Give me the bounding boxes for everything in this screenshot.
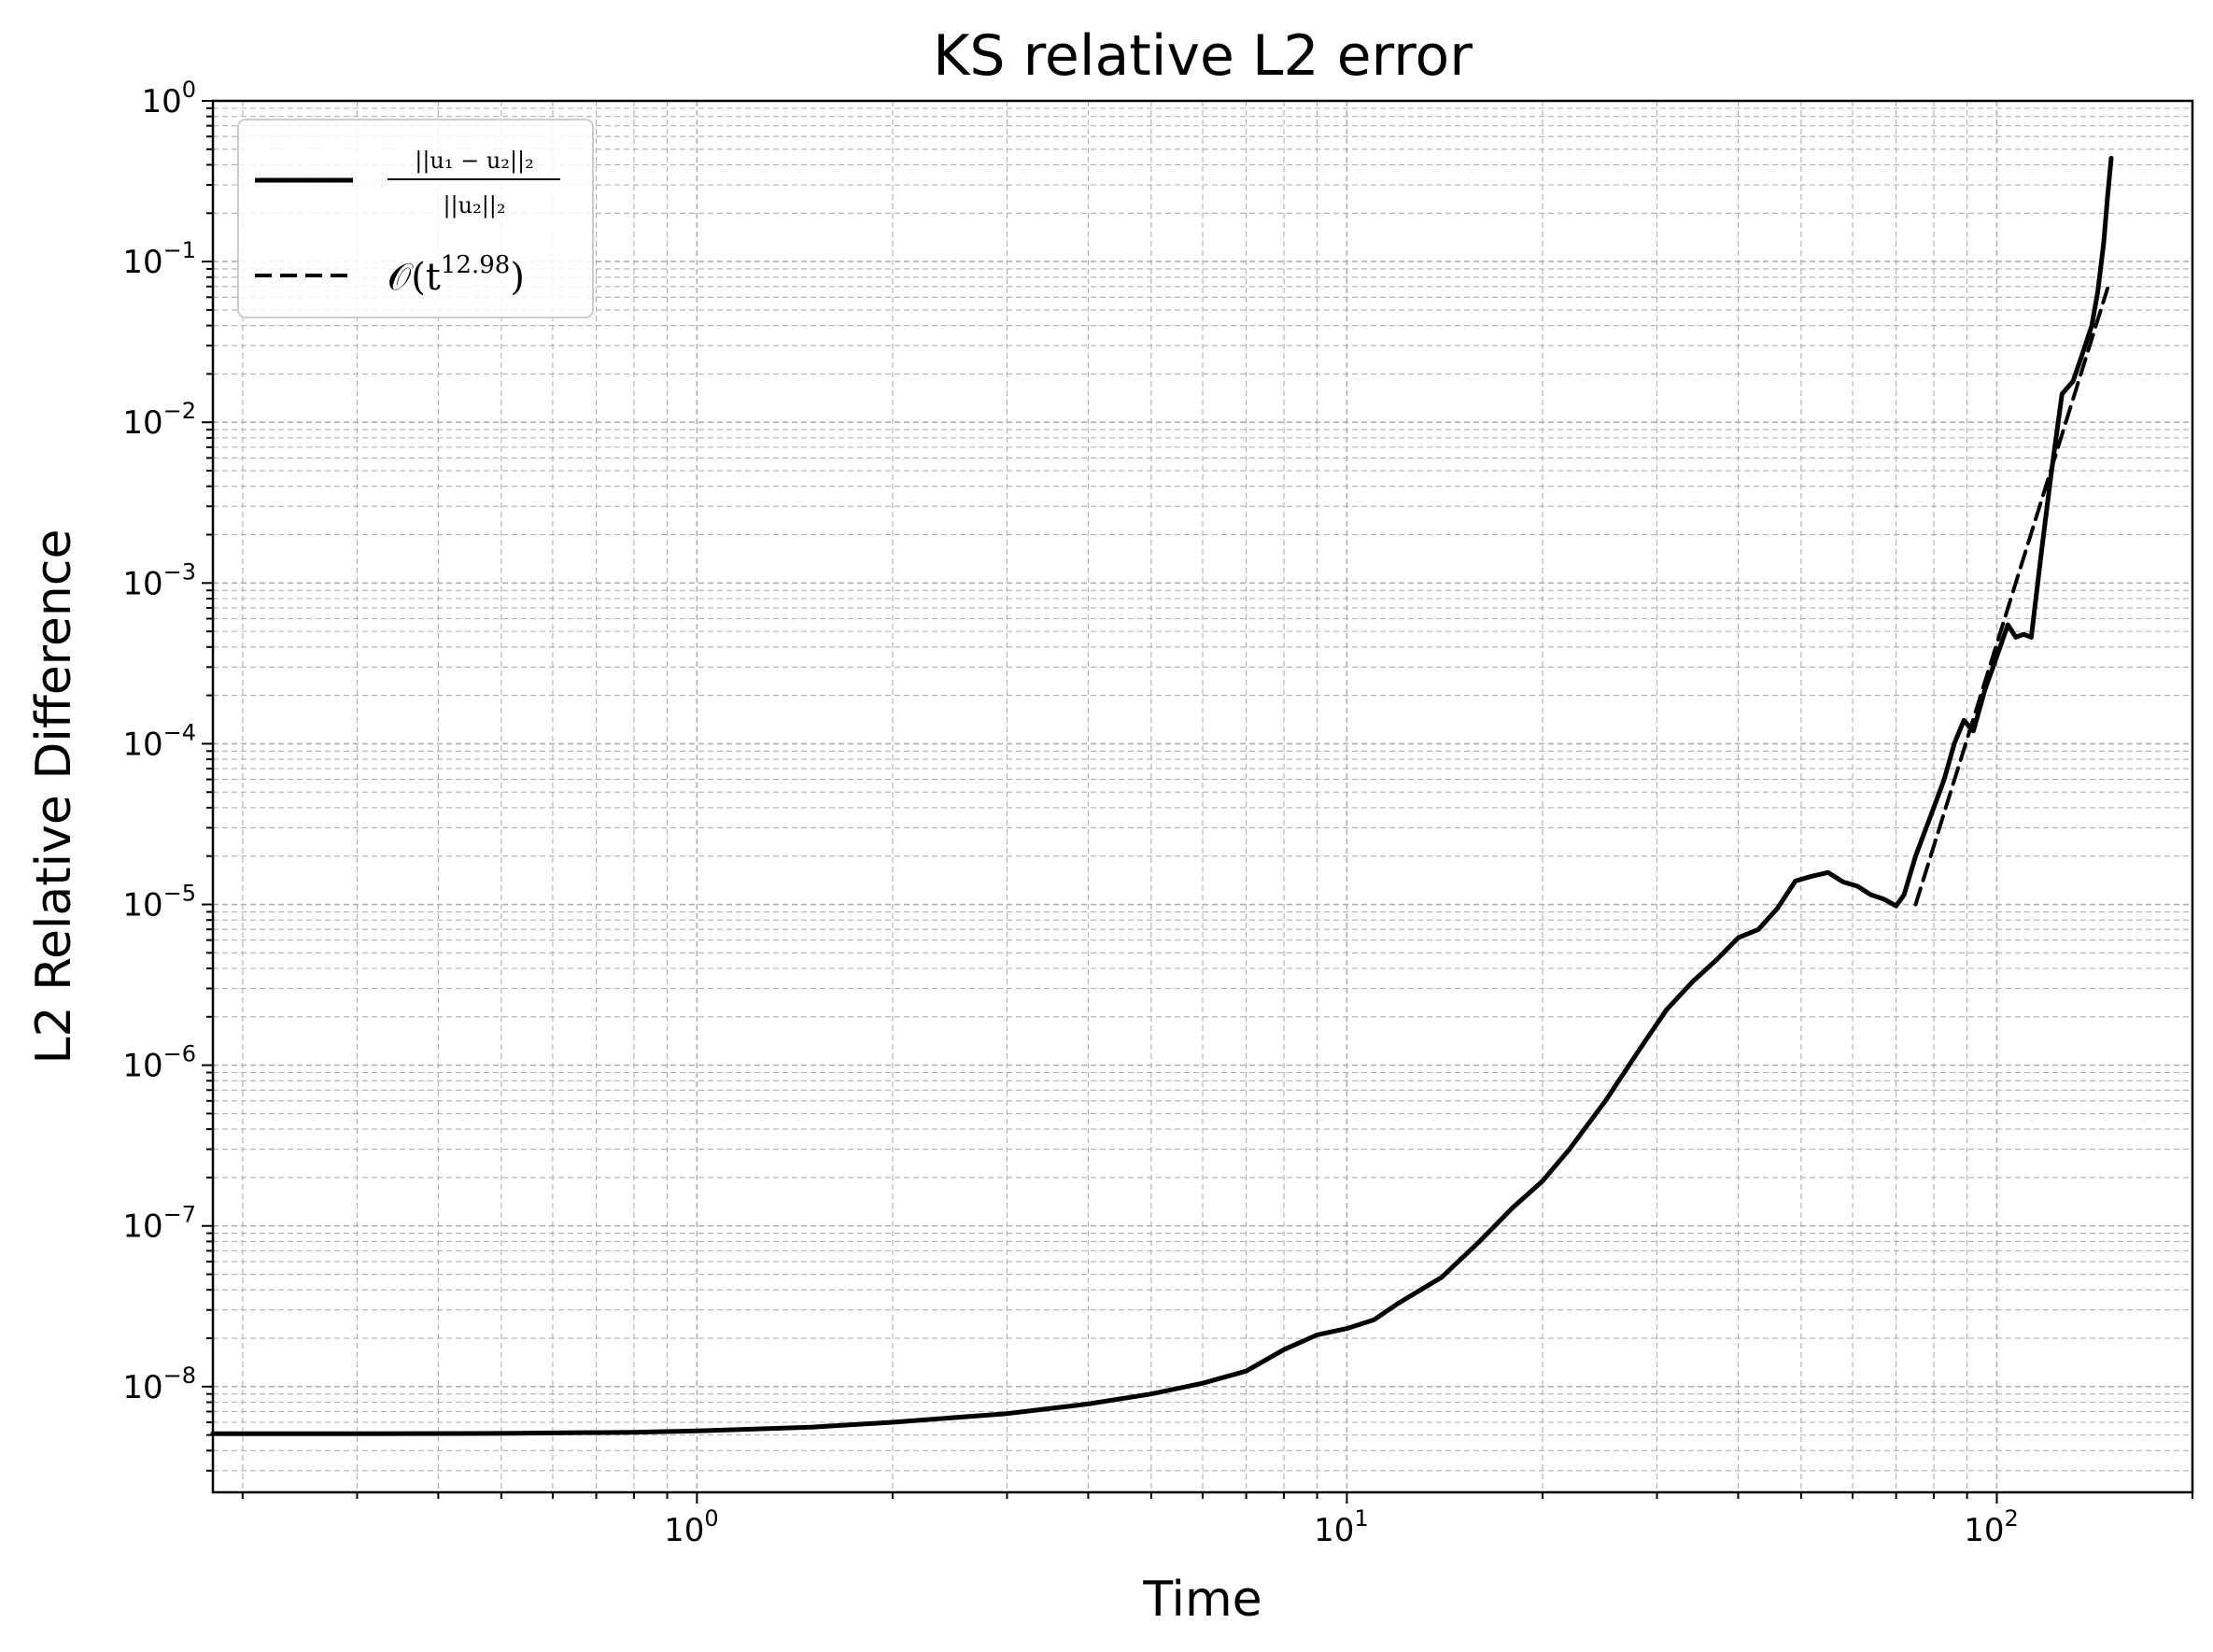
y-tick-base: 10 (122, 1369, 162, 1406)
y-tick-label: 10−3 (122, 558, 196, 602)
legend-dashed-base: 𝒪(t (388, 256, 441, 299)
chart-title: KS relative L2 error (933, 23, 1473, 89)
x-tick-base: 10 (664, 1512, 704, 1549)
axis-ticks: 100 101 10210010−110−210−310−410−510−610−7… (122, 77, 2193, 1549)
x-tick-base: 10 (1314, 1512, 1354, 1549)
legend-dashed-exponent: 12.98 (441, 251, 510, 279)
y-tick-base: 10 (122, 565, 162, 602)
y-tick-exponent: −4 (163, 719, 196, 745)
x-tick-exponent: 1 (1354, 1505, 1368, 1532)
y-tick-base: 10 (122, 1048, 162, 1085)
y-axis-label: L2 Relative Difference (26, 529, 82, 1065)
y-tick-exponent: −5 (163, 881, 196, 907)
y-tick-base: 10 (122, 244, 162, 281)
y-tick-label: 10−4 (122, 719, 196, 763)
y-tick-exponent: −1 (163, 237, 196, 263)
y-tick-label: 10−8 (122, 1363, 196, 1406)
y-tick-exponent: −8 (163, 1363, 196, 1389)
legend: ||u₁ − u₂||₂ ||u₂||₂ 𝒪(t12.98) (237, 119, 594, 318)
y-tick-label: 100 (141, 77, 196, 120)
y-tick-base: 10 (122, 404, 162, 442)
x-axis-label: Time (1142, 1572, 1262, 1628)
y-tick-exponent: −7 (163, 1202, 196, 1228)
y-tick-exponent: −6 (163, 1041, 196, 1067)
x-tick-exponent: 0 (704, 1505, 718, 1532)
legend-solid-numerator: ||u₁ − u₂||₂ (415, 148, 534, 175)
y-tick-base: 10 (122, 1208, 162, 1246)
x-tick-exponent: 2 (2004, 1505, 2018, 1532)
legend-dashed-close: ) (510, 256, 525, 299)
x-tick-label: 100 (664, 1505, 719, 1549)
error-curve-solid (210, 155, 2114, 1436)
y-tick-base: 10 (141, 83, 181, 120)
y-tick-label: 10−2 (122, 398, 196, 442)
y-tick-label: 10−1 (122, 237, 196, 281)
y-tick-exponent: −2 (163, 398, 196, 424)
legend-box (237, 119, 594, 318)
plot-series (210, 155, 2114, 1436)
x-tick-label: 102 (1964, 1505, 2019, 1549)
y-tick-exponent: 0 (182, 77, 196, 103)
y-tick-base: 10 (122, 887, 162, 925)
x-tick-base: 10 (1964, 1512, 2004, 1549)
legend-solid-denominator: ||u₂||₂ (443, 192, 505, 219)
x-tick-label: 101 (1314, 1505, 1369, 1549)
y-tick-label: 10−5 (122, 881, 196, 925)
y-tick-exponent: −3 (163, 558, 196, 585)
legend-dashed-label: 𝒪(t12.98) (388, 251, 525, 299)
y-tick-label: 10−7 (122, 1202, 196, 1246)
y-tick-base: 10 (122, 726, 162, 763)
fit-line-dashed (1913, 286, 2109, 907)
y-tick-label: 10−6 (122, 1041, 196, 1085)
